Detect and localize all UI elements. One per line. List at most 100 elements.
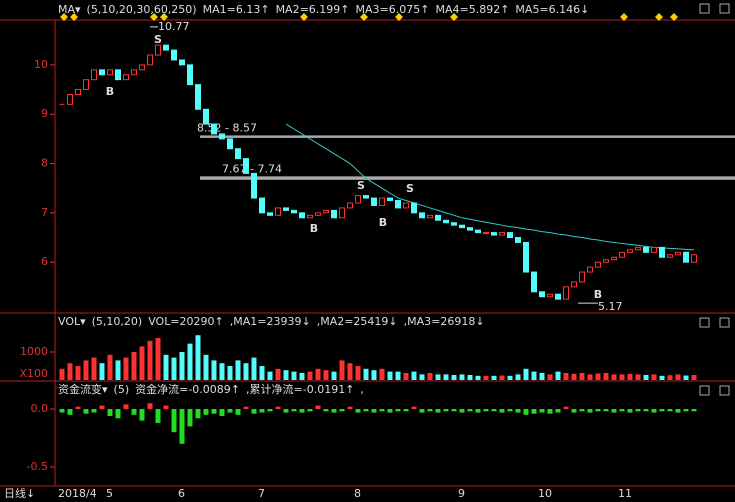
bar bbox=[435, 374, 441, 380]
bar bbox=[211, 360, 217, 380]
bar bbox=[675, 409, 681, 413]
candle bbox=[139, 64, 145, 71]
bar bbox=[163, 405, 169, 410]
bar bbox=[251, 409, 257, 414]
icon[interactable] bbox=[699, 3, 710, 14]
candle bbox=[635, 246, 641, 251]
y-tick-label: -0.5 bbox=[27, 460, 48, 473]
candle bbox=[563, 286, 569, 300]
candle bbox=[267, 212, 273, 216]
panel-icons[interactable] bbox=[699, 3, 730, 396]
bar bbox=[347, 406, 353, 410]
candle bbox=[75, 89, 81, 95]
candle bbox=[603, 259, 609, 263]
candle bbox=[467, 227, 473, 231]
period-selector[interactable]: 日线↓ bbox=[4, 486, 35, 500]
x-tick-label: 8 bbox=[354, 487, 361, 500]
candle bbox=[131, 69, 137, 76]
bar bbox=[443, 409, 449, 412]
candle bbox=[99, 69, 105, 76]
bar bbox=[283, 370, 289, 380]
candle bbox=[483, 232, 489, 235]
x-tick-label: 5 bbox=[106, 487, 113, 500]
bar bbox=[547, 374, 553, 380]
bar bbox=[419, 409, 425, 413]
bar bbox=[459, 374, 465, 380]
candle bbox=[595, 261, 601, 268]
bar bbox=[267, 409, 273, 412]
bar bbox=[155, 338, 161, 380]
bar bbox=[483, 409, 489, 412]
high-label: 10.77 bbox=[158, 20, 190, 33]
bar bbox=[603, 409, 609, 412]
candle bbox=[683, 251, 689, 263]
bar bbox=[243, 406, 249, 410]
x-tick-label: 2018/4 bbox=[58, 487, 97, 500]
legend-text: ,MA1=23939↓ bbox=[230, 315, 311, 328]
bar bbox=[131, 352, 137, 380]
bar bbox=[563, 373, 569, 380]
candle bbox=[387, 197, 393, 202]
bar bbox=[475, 375, 481, 380]
candle bbox=[667, 254, 673, 258]
bar bbox=[683, 409, 689, 412]
candle bbox=[443, 219, 449, 224]
ma-line bbox=[285, 123, 695, 251]
bar bbox=[227, 366, 233, 380]
trade-signal: B bbox=[310, 222, 318, 235]
bar bbox=[443, 374, 449, 380]
x-tick-label: 9 bbox=[458, 487, 465, 500]
bar bbox=[539, 409, 545, 413]
bar bbox=[491, 375, 497, 380]
legend-text: 资金流变▾ bbox=[58, 382, 108, 396]
candle bbox=[507, 232, 513, 239]
bar bbox=[659, 409, 665, 412]
candle bbox=[611, 256, 617, 261]
bar bbox=[147, 403, 153, 410]
legend-text: ,MA3=26918↓ bbox=[404, 315, 485, 328]
bar bbox=[371, 370, 377, 380]
candle bbox=[83, 79, 89, 91]
bar bbox=[107, 409, 113, 416]
bar bbox=[275, 368, 281, 380]
bar bbox=[587, 409, 593, 413]
trade-signal: B bbox=[379, 216, 387, 229]
icon[interactable] bbox=[699, 317, 710, 328]
bar bbox=[363, 409, 369, 412]
bar bbox=[523, 409, 529, 415]
bar bbox=[331, 409, 337, 413]
candle bbox=[195, 84, 201, 110]
candle bbox=[219, 133, 225, 140]
candle bbox=[155, 44, 161, 56]
icon[interactable] bbox=[719, 385, 730, 396]
icon[interactable] bbox=[719, 3, 730, 14]
event-marker bbox=[655, 13, 663, 21]
candle bbox=[371, 197, 377, 206]
bar bbox=[459, 409, 465, 413]
icon[interactable] bbox=[719, 317, 730, 328]
x-tick-label: 6 bbox=[178, 487, 185, 500]
event-marker bbox=[300, 13, 308, 21]
bar bbox=[515, 374, 521, 380]
bar bbox=[595, 409, 601, 412]
bar bbox=[75, 406, 81, 410]
trade-signal: S bbox=[154, 33, 162, 46]
bar bbox=[555, 409, 561, 413]
y-tick-label: 7 bbox=[41, 206, 48, 219]
bar bbox=[163, 354, 169, 380]
bar bbox=[683, 375, 689, 380]
bar bbox=[379, 409, 385, 412]
trade-signal: S bbox=[406, 182, 414, 195]
bar bbox=[243, 363, 249, 380]
candle bbox=[179, 59, 185, 66]
candle bbox=[435, 214, 441, 221]
candle bbox=[171, 49, 177, 61]
candle bbox=[315, 212, 321, 216]
candle bbox=[403, 202, 409, 209]
icon[interactable] bbox=[699, 385, 710, 396]
candle bbox=[643, 246, 649, 253]
candle bbox=[515, 237, 521, 243]
legend-text: (5) bbox=[114, 383, 130, 396]
